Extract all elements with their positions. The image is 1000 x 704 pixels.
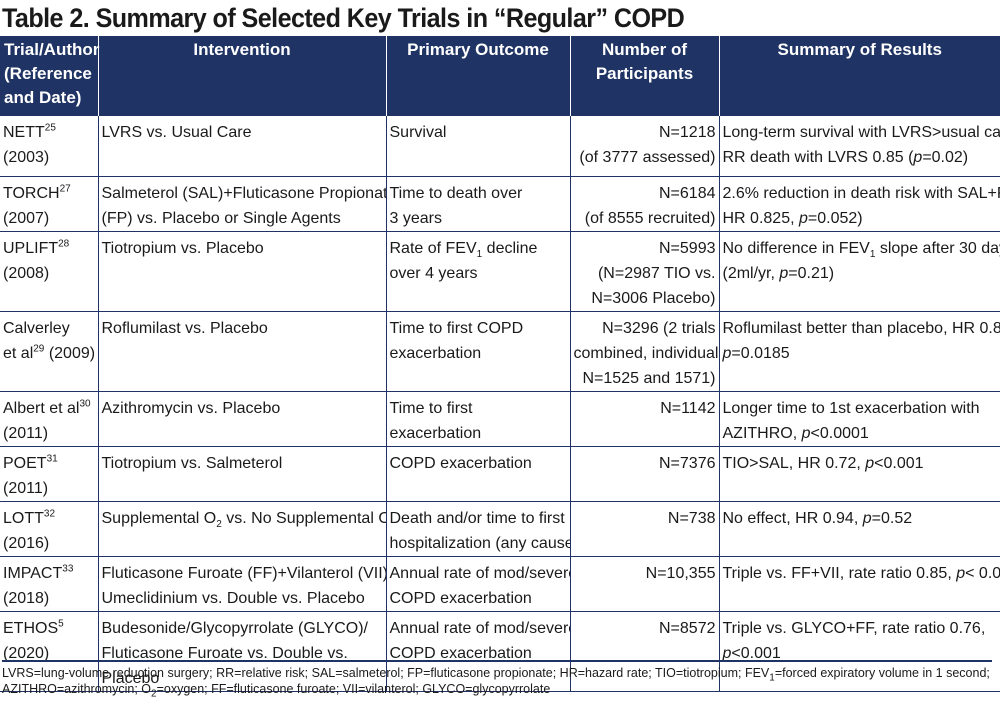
table-row: UPLIFT28 (2008) Tiotropium vs. Placebo Rate… bbox=[0, 231, 1000, 312]
cell-summary-of-results: Longer time to 1st exacerbation with AZIT… bbox=[718, 391, 1000, 447]
footnote-line: AZITHRO=azithromycin; O2=oxygen; FF=flut… bbox=[2, 682, 551, 700]
cell-participants: N=10,355 bbox=[569, 556, 719, 612]
table-row: POET31 (2011) Tiotropium vs. Salmeterol COP… bbox=[0, 446, 1000, 502]
cell-trial-author: IMPACT33 (2018) bbox=[0, 556, 98, 612]
header-row: Trial/Author (Reference and Date) Intervent… bbox=[0, 36, 1000, 116]
cell-summary-of-results: Triple vs. GLYCO+FF, rate ratio 0.76, p<0… bbox=[718, 611, 1000, 692]
cell-intervention: Tiotropium vs. Salmeterol bbox=[97, 446, 386, 502]
cell-trial-author: NETT25 (2003) bbox=[0, 116, 98, 177]
table-row: ETHOS5 (2020) Budesonide/Glycopyrrolate (G… bbox=[0, 611, 1000, 692]
cell-participants: N=1142 bbox=[569, 391, 719, 447]
cell-intervention: Salmeterol (SAL)+Fluticasone Propionate(… bbox=[97, 176, 386, 232]
cell-intervention: Roflumilast vs. Placebo bbox=[97, 311, 386, 392]
cell-participants: N=8572 bbox=[569, 611, 719, 692]
table-row: Calverley et al29 (2009) Roflumilast vs. P… bbox=[0, 311, 1000, 392]
cell-trial-author: TORCH27 (2007) bbox=[0, 176, 98, 232]
cell-trial-author: Albert et al30 (2011) bbox=[0, 391, 98, 447]
header-intervention: Intervention bbox=[97, 36, 386, 116]
cell-primary-outcome: Rate of FEV1 decline over 4 years bbox=[385, 231, 570, 312]
cell-primary-outcome: Annual rate of mod/severe COPD exacerbati… bbox=[385, 556, 570, 612]
cell-trial-author: LOTT32 (2016) bbox=[0, 501, 98, 557]
cell-trial-author: ETHOS5 (2020) bbox=[0, 611, 98, 692]
table-row: LOTT32 (2016) Supplemental O2 vs. No Suppl… bbox=[0, 501, 1000, 557]
cell-intervention: Azithromycin vs. Placebo bbox=[97, 391, 386, 447]
cell-participants: N=738 bbox=[569, 501, 719, 557]
footnote-line: LVRS=lung-volume reduction surgery; RR=r… bbox=[2, 666, 990, 684]
cell-intervention: Supplemental O2 vs. No Supplemental O2 bbox=[97, 501, 386, 557]
cell-primary-outcome: Annual rate of mod/severe COPD exacerbati… bbox=[385, 611, 570, 692]
cell-intervention: LVRS vs. Usual Care bbox=[97, 116, 386, 177]
cell-summary-of-results: Long-term survival with LVRS>usual care,… bbox=[718, 116, 1000, 177]
cell-summary-of-results: No effect, HR 0.94, p=0.52 bbox=[718, 501, 1000, 557]
header-summary-of-results: Summary of Results bbox=[718, 36, 1000, 116]
cell-intervention: Tiotropium vs. Placebo bbox=[97, 231, 386, 312]
cell-participants: N=1218 (of 3777 assessed) bbox=[569, 116, 719, 177]
cell-summary-of-results: 2.6% reduction in death risk with SAL+FP… bbox=[718, 176, 1000, 232]
cell-primary-outcome: COPD exacerbation bbox=[385, 446, 570, 502]
cell-summary-of-results: Roflumilast better than placebo, HR 0.89… bbox=[718, 311, 1000, 392]
table-title: Table 2. Summary of Selected Key Trials … bbox=[2, 3, 685, 33]
trials-table: Trial/Author (Reference and Date) Intervent… bbox=[0, 36, 1000, 692]
cell-primary-outcome: Time to first exacerbation bbox=[385, 391, 570, 447]
footnote: LVRS=lung-volume reduction surgery; RR=r… bbox=[2, 660, 992, 700]
cell-summary-of-results: No difference in FEV1 slope after 30 day… bbox=[718, 231, 1000, 312]
table-row: TORCH27 (2007) Salmeterol (SAL)+Fluticason… bbox=[0, 176, 1000, 232]
header-primary-outcome: Primary Outcome bbox=[385, 36, 570, 116]
cell-participants: N=6184 (of 8555 recruited) bbox=[569, 176, 719, 232]
cell-summary-of-results: TIO>SAL, HR 0.72, p<0.001 bbox=[718, 446, 1000, 502]
cell-trial-author: POET31 (2011) bbox=[0, 446, 98, 502]
header-participants: Number of Participants bbox=[569, 36, 719, 116]
cell-participants: N=5993 (N=2987 TIO vs. N=3006 Placebo) bbox=[569, 231, 719, 312]
table-row: IMPACT33 (2018) Fluticasone Furoate (FF)+V… bbox=[0, 556, 1000, 612]
cell-participants: N=3296 (2 trials combined, individually N=… bbox=[569, 311, 719, 392]
table-row: Albert et al30 (2011) Azithromycin vs. Pla… bbox=[0, 391, 1000, 447]
header-trial-author: Trial/Author (Reference and Date) bbox=[0, 36, 99, 116]
cell-participants: N=7376 bbox=[569, 446, 719, 502]
cell-primary-outcome: Survival bbox=[385, 116, 570, 177]
cell-primary-outcome: Death and/or time to first hospitalizatio… bbox=[385, 501, 570, 557]
cell-intervention: Fluticasone Furoate (FF)+Vilanterol (VII… bbox=[97, 556, 386, 612]
cell-primary-outcome: Time to first COPD exacerbation bbox=[385, 311, 570, 392]
cell-trial-author: UPLIFT28 (2008) bbox=[0, 231, 98, 312]
cell-primary-outcome: Time to death over 3 years bbox=[385, 176, 570, 232]
cell-intervention: Budesonide/Glycopyrrolate (GLYCO)/Flutic… bbox=[97, 611, 386, 692]
cell-trial-author: Calverley et al29 (2009) bbox=[0, 311, 98, 392]
cell-summary-of-results: Triple vs. FF+VII, rate ratio 0.85, p< 0… bbox=[718, 556, 1000, 612]
table-row: NETT25 (2003) LVRS vs. Usual Care Survival N… bbox=[0, 116, 1000, 177]
